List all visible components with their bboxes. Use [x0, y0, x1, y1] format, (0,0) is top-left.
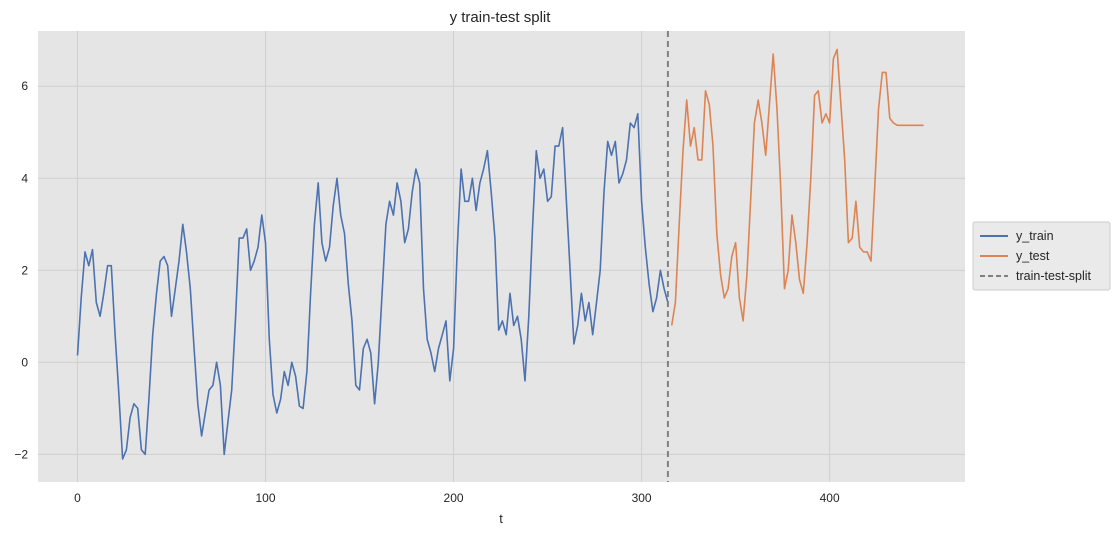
series-line-y-train	[76, 113, 669, 460]
x-tick-label: 0	[74, 491, 81, 505]
y-tick-labels: −2 0 2 4 6	[14, 79, 28, 461]
y-tick-label: −2	[14, 447, 28, 461]
x-axis-label: t	[499, 511, 503, 526]
legend-box	[972, 221, 1111, 291]
series-group	[76, 48, 924, 460]
x-tick-label: 300	[632, 491, 652, 505]
chart-title: y train-test split	[450, 9, 552, 26]
y-tick-label: 6	[21, 79, 28, 93]
legend-label-split: train-test-split	[1016, 269, 1092, 283]
plot-area	[38, 31, 965, 482]
legend-label-y-train: y_train	[1016, 229, 1054, 243]
y-tick-label: 0	[21, 355, 28, 369]
x-tick-label: 200	[444, 491, 464, 505]
y-tick-label: 2	[21, 263, 28, 277]
series-line-y-test	[670, 48, 924, 326]
x-tick-labels: 0 100 200 300 400	[74, 491, 840, 505]
x-tick-label: 400	[820, 491, 840, 505]
x-tick-label: 100	[256, 491, 276, 505]
y-tick-label: 4	[21, 171, 28, 185]
legend: y_train y_test train-test-split	[972, 221, 1111, 291]
legend-label-y-test: y_test	[1016, 249, 1050, 263]
